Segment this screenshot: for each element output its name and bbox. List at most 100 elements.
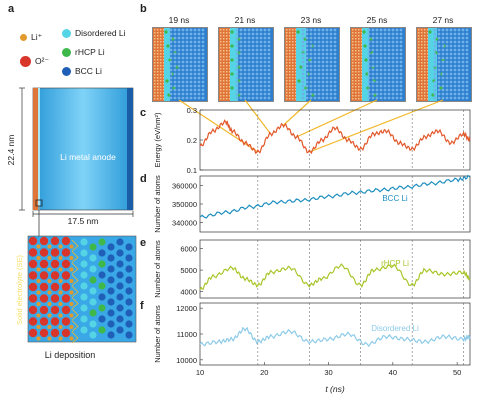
snapshot-time-label: 19 ns	[168, 15, 190, 25]
o2-atom	[61, 236, 71, 246]
series-line-f	[199, 326, 471, 348]
li-plus-icon	[20, 34, 27, 41]
li-plus-atom	[47, 302, 52, 306]
o2-atom	[50, 328, 60, 338]
bcc-atom	[107, 331, 115, 339]
disordered-atom	[89, 254, 97, 262]
md-snapshot	[350, 27, 406, 102]
snapshot-time-label: 27 ns	[432, 15, 454, 25]
li-plus-atom	[36, 325, 41, 329]
series-name-label: BCC Li	[382, 194, 408, 203]
legend-disordered-label: Disordered Li	[75, 28, 126, 38]
disordered-atom	[89, 320, 97, 328]
md-snapshot	[218, 27, 274, 102]
snapshot-time-label: 23 ns	[300, 15, 322, 25]
li-plus-atom	[47, 256, 52, 260]
y-axis-label: Number of atoms	[153, 175, 162, 233]
li-plus-atom	[36, 290, 41, 295]
bcc-atom	[107, 320, 115, 328]
o2-atom	[39, 248, 49, 257]
o2-atom	[50, 282, 60, 292]
o2-atom	[28, 248, 38, 257]
li-plus-atom	[47, 325, 52, 329]
anode-edge	[127, 88, 133, 210]
bcc-atom	[125, 320, 133, 328]
rhcp-atom	[98, 260, 106, 268]
li-plus-atom	[36, 313, 41, 318]
panel-a-schematic: 22.4 nm 17.5 nm Li metal anode Solid ele…	[6, 87, 137, 360]
legend-rhcp-label: rHCP Li	[75, 47, 105, 57]
o2-atom	[50, 259, 60, 269]
plot-frame	[199, 239, 471, 299]
panel-label-e: e	[140, 237, 147, 249]
li-plus-atom	[58, 267, 63, 272]
o2-atom	[50, 248, 60, 257]
o2-atom	[39, 236, 49, 246]
o2-atom	[28, 236, 38, 246]
li-plus-atom	[47, 267, 52, 272]
rhcp-atom	[89, 243, 97, 251]
x-tick-label: 50	[453, 368, 461, 377]
li-plus-atom	[69, 302, 74, 306]
rhcp-atom	[98, 238, 106, 246]
li-plus-atom	[36, 302, 41, 306]
y-tick-label: 10000	[176, 356, 197, 365]
panel-label-c: c	[140, 107, 147, 119]
bcc-atom	[125, 243, 133, 251]
y-tick-label: 6000	[180, 245, 197, 254]
li-plus-atom	[58, 302, 63, 306]
legend-bcc: BCC Li	[62, 66, 102, 76]
md-snapshot	[284, 27, 340, 102]
interface-layer	[38, 88, 40, 210]
y-axis-label: Number of atoms	[153, 305, 162, 363]
bcc-atom	[107, 298, 115, 306]
disordered-atom	[80, 249, 88, 257]
o2-atom	[61, 259, 71, 269]
y-tick-label: 12000	[176, 304, 197, 313]
li-plus-atom	[47, 244, 52, 249]
chart-panel-d: 340000 350000 360000 Number of atoms BCC Li	[153, 174, 471, 233]
disordered-atom	[80, 271, 88, 279]
li-plus-atom	[69, 267, 74, 272]
md-snapshot	[416, 27, 472, 102]
o2-atom	[28, 259, 38, 269]
bcc-atom	[125, 287, 133, 295]
rhcp-li-icon	[62, 47, 71, 57]
bcc-atom	[116, 238, 124, 246]
bcc-atom	[125, 265, 133, 273]
disordered-atom	[89, 287, 97, 295]
bcc-atom	[107, 276, 115, 284]
li-plus-atom	[58, 336, 63, 341]
disordered-li-icon	[62, 28, 71, 38]
o2-atom	[28, 328, 38, 338]
y-tick-label: 360000	[172, 181, 197, 190]
y-tick-label: 0.3	[187, 106, 197, 115]
y-axis-label: Number of atoms	[153, 240, 162, 298]
o2-atom	[61, 271, 71, 280]
disordered-atom	[80, 304, 88, 312]
bcc-atom	[116, 282, 124, 290]
disordered-atom	[80, 260, 88, 268]
bcc-atom	[98, 293, 106, 301]
legend-rhcp: rHCP Li	[62, 47, 105, 57]
anode-box	[32, 87, 134, 211]
bcc-atom	[116, 249, 124, 257]
o2-atom	[50, 317, 60, 326]
bcc-atom	[107, 309, 115, 317]
o2-atom	[61, 248, 71, 257]
li-plus-atom	[69, 244, 74, 249]
bcc-atom	[125, 331, 133, 339]
li-plus-atom	[69, 290, 74, 295]
disordered-atom	[89, 298, 97, 306]
x-tick-label: 40	[389, 368, 397, 377]
bcc-atom	[116, 304, 124, 312]
electrolyte-label: Solid electrolyte (SE)	[15, 254, 24, 325]
o2-atom	[39, 271, 49, 280]
bcc-atom	[98, 271, 106, 279]
bcc-atom	[107, 287, 115, 295]
disordered-atom	[89, 331, 97, 339]
legend-bcc-label: BCC Li	[75, 66, 102, 76]
bcc-atom	[107, 265, 115, 273]
snapshot-time-label: 25 ns	[366, 15, 388, 25]
